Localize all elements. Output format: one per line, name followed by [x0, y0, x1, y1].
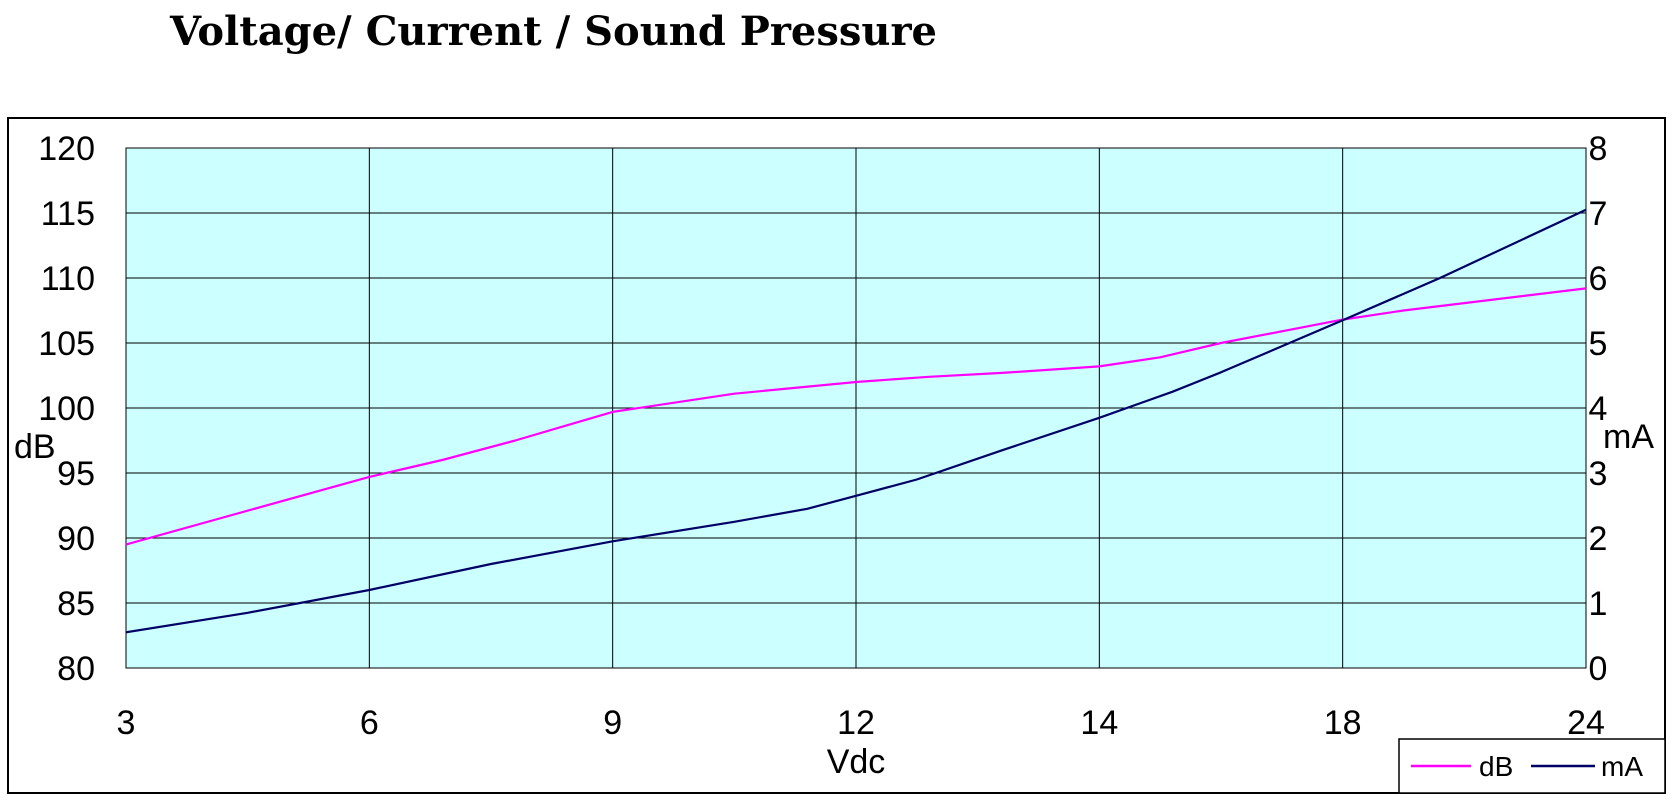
legend: dB mA: [1398, 738, 1666, 794]
y-left-tick-label: 100: [38, 390, 95, 428]
series-line-db: [125, 287, 1587, 546]
x-axis-ticks: 3 6 9 12 14 18 24: [117, 704, 1605, 742]
y-left-tick-label: 85: [57, 585, 95, 623]
x-tick-label: 14: [1080, 704, 1118, 742]
y-left-tick-label: 110: [41, 260, 95, 298]
gridlines: [126, 148, 1586, 668]
y-right-tick-label: 4: [1589, 390, 1608, 428]
y-right-tick-label: 0: [1589, 650, 1608, 688]
y-right-tick-label: 3: [1589, 455, 1608, 493]
y-axis-right-label: mA: [1603, 418, 1654, 456]
chart-title: Voltage/ Current / Sound Pressure: [170, 8, 937, 55]
y-right-tick-label: 1: [1589, 585, 1608, 623]
y-right-tick-label: 2: [1589, 520, 1608, 558]
y-left-tick-label: 80: [57, 650, 95, 688]
x-tick-label: 18: [1324, 704, 1362, 742]
y-right-tick-label: 8: [1589, 130, 1608, 168]
y-right-tick-label: 5: [1589, 325, 1608, 363]
y-axis-left-ticks: 80 85 90 95 100 105 110 115 120: [38, 130, 95, 688]
x-tick-label: 6: [360, 704, 379, 742]
legend-label-ma: mA: [1601, 751, 1643, 782]
y-left-tick-label: 120: [38, 130, 95, 168]
x-tick-label: 9: [603, 704, 622, 742]
y-right-tick-label: 7: [1589, 195, 1608, 233]
y-left-tick-label: 115: [41, 195, 95, 233]
y-left-tick-label: 90: [57, 520, 95, 558]
x-axis-label: Vdc: [827, 743, 886, 781]
y-right-tick-label: 6: [1589, 260, 1608, 298]
series-line-ma: [125, 208, 1587, 634]
y-axis-left-label: dB: [14, 428, 56, 466]
y-left-tick-label: 105: [38, 325, 95, 363]
legend-label-db: dB: [1479, 751, 1513, 782]
y-axis-right-ticks: 0 1 2 3 4 5 6 7 8: [1589, 130, 1608, 688]
y-left-tick-label: 95: [57, 455, 95, 493]
x-tick-label: 12: [837, 704, 875, 742]
series-group: [125, 208, 1587, 634]
x-tick-label: 24: [1567, 704, 1605, 742]
x-tick-label: 3: [117, 704, 136, 742]
